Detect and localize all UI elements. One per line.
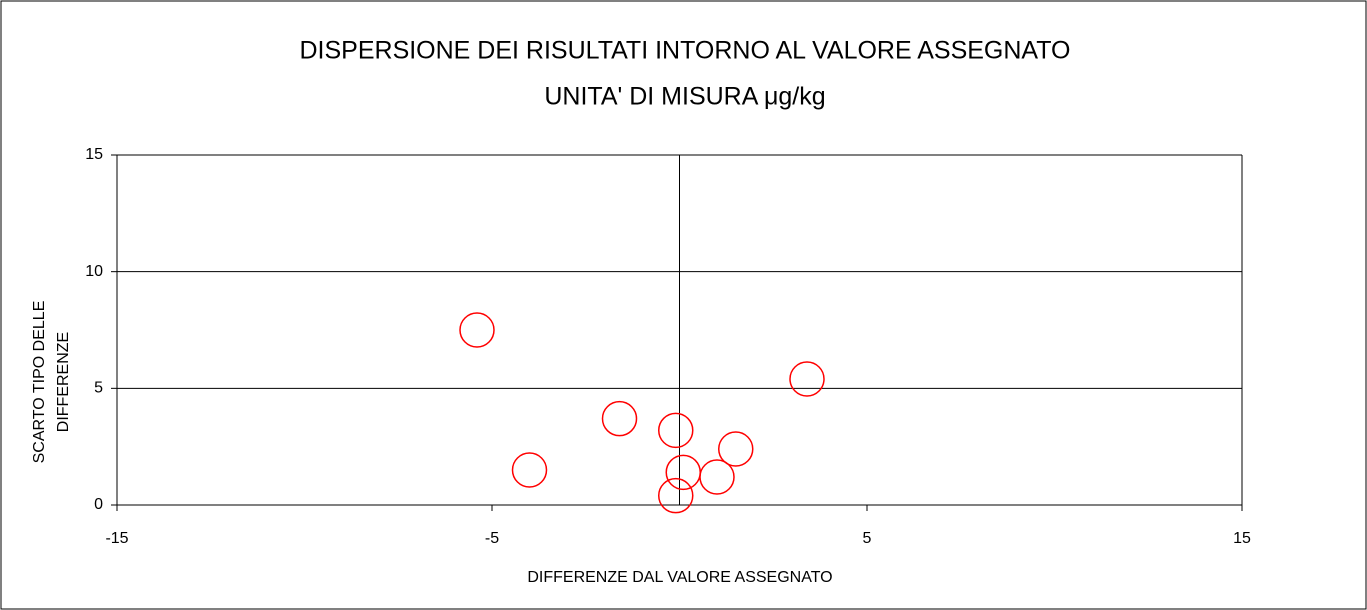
chart-subtitle: UNITA' DI MISURA μg/kg	[544, 83, 825, 111]
point	[789, 361, 825, 397]
point	[658, 477, 694, 514]
y-axis-label: SCARTO TIPO DELLE	[31, 301, 48, 464]
point	[459, 312, 495, 348]
x-axis-label: DIFFERENZE DAL VALORE ASSEGNATO	[527, 569, 832, 586]
x-tick-label: -15	[105, 530, 128, 547]
x-tick-label: 5	[863, 530, 872, 547]
point	[511, 452, 548, 488]
y-tick-label: 15	[85, 146, 103, 163]
point	[658, 412, 694, 449]
point	[718, 431, 754, 467]
point	[699, 459, 735, 495]
point	[601, 400, 638, 437]
y-axis-label: DIFFERENZE	[55, 332, 72, 432]
chart-title: DISPERSIONE DEI RISULTATI INTORNO AL VAL…	[299, 37, 1070, 65]
x-tick-label: -5	[485, 530, 499, 547]
y-tick-label: 5	[94, 380, 103, 397]
y-tick-label: 0	[94, 496, 103, 513]
x-tick-label: 15	[1233, 530, 1251, 547]
y-tick-label: 10	[85, 263, 103, 280]
